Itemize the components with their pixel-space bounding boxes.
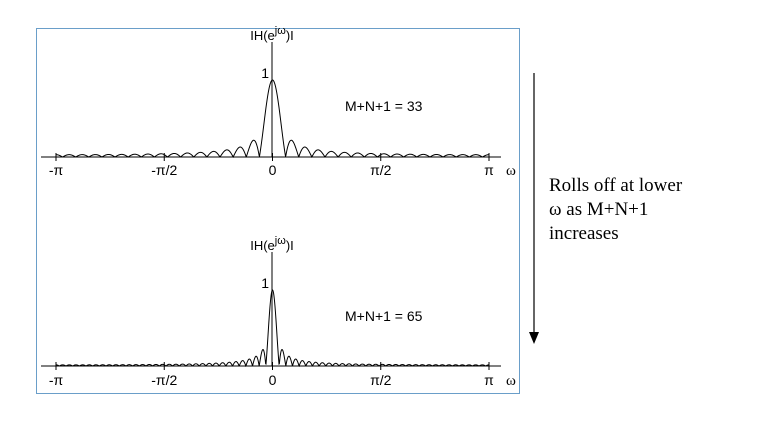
panel-top: IH(ejω)I 1 M+N+1 = 33 ω -π -π/2 0 π/2 π	[41, 25, 516, 179]
down-arrow-icon	[529, 73, 539, 344]
x-tick-label: π	[484, 162, 494, 178]
y-axis-label-top: IH(ejω)I	[250, 25, 294, 43]
x-tick-label: π/2	[370, 162, 392, 178]
x-tick-labels-top: -π -π/2 0 π/2 π	[49, 162, 494, 178]
panel-bottom: IH(ejω)I 1 M+N+1 = 65 ω -π -π/2 0 π/2 π	[41, 235, 516, 389]
y-axis-label-bottom: IH(ejω)I	[250, 235, 294, 253]
x-tick-label: π	[484, 372, 494, 388]
annotation-top: M+N+1 = 33	[345, 98, 423, 114]
note-line: ω as M+N+1	[549, 199, 649, 220]
figure-frame	[36, 28, 520, 394]
y-tick-label-bottom: 1	[261, 275, 269, 291]
note-line: increases	[549, 223, 619, 244]
rolloff-note: Rolls off at lower ω as M+N+1 increases	[549, 174, 749, 246]
annotation-bottom: M+N+1 = 65	[345, 308, 423, 324]
x-tick-label: 0	[269, 372, 277, 388]
x-axis-label-top: ω	[506, 163, 516, 179]
magnitude-curve-bottom	[55, 289, 490, 368]
x-tick-label: -π	[49, 372, 64, 388]
x-tick-label: -π/2	[151, 372, 177, 388]
x-tick-label: 0	[269, 162, 277, 178]
x-tick-labels-bottom: -π -π/2 0 π/2 π	[49, 372, 494, 388]
magnitude-curve-top	[55, 79, 490, 158]
x-tick-label: π/2	[370, 372, 392, 388]
x-axis-label-bottom: ω	[506, 373, 516, 389]
x-tick-label: -π/2	[151, 162, 177, 178]
x-tick-label: -π	[49, 162, 64, 178]
note-line: Rolls off at lower	[549, 175, 683, 196]
y-tick-label-top: 1	[261, 65, 269, 81]
